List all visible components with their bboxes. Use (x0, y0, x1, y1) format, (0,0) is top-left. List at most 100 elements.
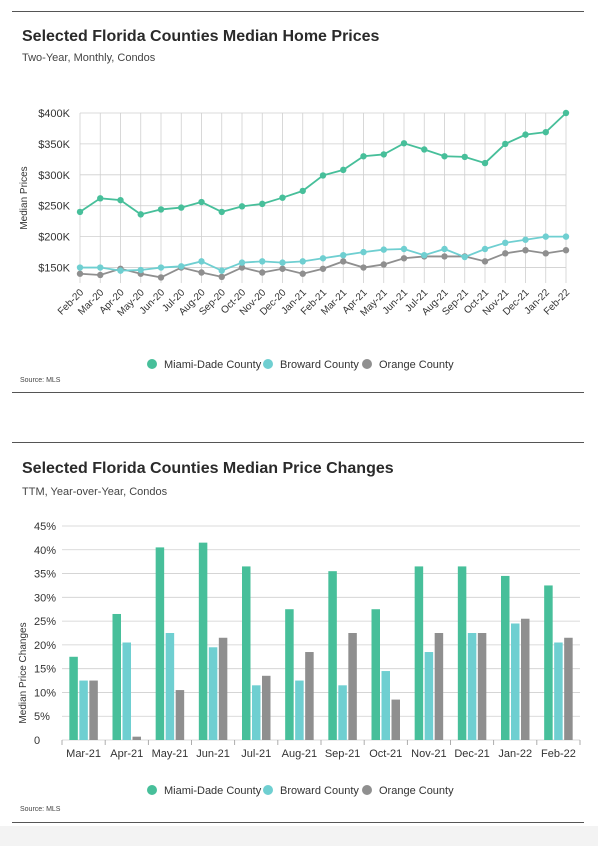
legend-label: Miami-Dade County (164, 359, 262, 371)
legend-marker (147, 785, 157, 795)
y-tick-label: $350K (38, 139, 70, 151)
data-point (380, 246, 387, 253)
data-point (502, 140, 509, 148)
chart2-bottom-rule (12, 822, 584, 823)
data-point (380, 151, 387, 158)
y-tick-label: 40% (34, 545, 56, 557)
data-point (400, 140, 408, 147)
bar (381, 671, 390, 740)
data-point (279, 194, 286, 201)
legend-label: Miami-Dade County (164, 785, 262, 797)
bar (467, 633, 477, 740)
data-point (380, 261, 387, 268)
data-point (259, 258, 266, 265)
data-point (137, 211, 144, 218)
data-point (461, 253, 468, 261)
bar (218, 637, 228, 740)
data-point (76, 208, 84, 216)
data-point (542, 128, 549, 136)
x-tick-label: Sep-21 (325, 748, 360, 760)
data-point (319, 265, 327, 272)
legend-label: Broward County (280, 359, 359, 371)
data-point (178, 263, 185, 270)
data-point (522, 131, 529, 138)
legend-label: Orange County (379, 359, 454, 371)
bar (175, 690, 185, 740)
bar (132, 736, 141, 740)
data-point (198, 198, 205, 206)
bar (391, 699, 400, 740)
bar (242, 566, 251, 740)
y-tick-label: 15% (34, 664, 56, 676)
chart1-subtitle: Two-Year, Monthly, Condos (22, 52, 156, 64)
data-point (481, 258, 489, 265)
data-point (97, 264, 104, 271)
bar (165, 633, 175, 740)
bar (285, 609, 294, 740)
data-point (441, 245, 448, 253)
home-prices-panel: Selected Florida Counties Median Home Pr… (12, 0, 584, 400)
data-point (137, 266, 144, 274)
data-point (157, 206, 165, 213)
y-tick-label: 35% (34, 569, 56, 581)
data-point (319, 172, 327, 179)
bar (348, 633, 357, 740)
bar (457, 566, 467, 740)
y-axis-label: Median Price Changes (18, 622, 29, 723)
data-point (421, 146, 428, 153)
x-tick-label: Mar-21 (66, 748, 101, 760)
data-point (218, 208, 225, 216)
data-point (441, 253, 448, 260)
data-point (238, 259, 246, 266)
y-tick-label: 10% (34, 687, 56, 699)
data-point (198, 269, 205, 276)
bar (424, 652, 434, 740)
data-point (562, 109, 570, 117)
data-point (97, 271, 104, 279)
y-axis-label: Median Prices (19, 166, 30, 229)
x-tick-label: May-21 (152, 748, 189, 760)
data-point (360, 264, 367, 271)
home-prices-line-chart: $150K $200K $250K $300K $350K $400K Median Pri… (19, 108, 572, 371)
data-point (340, 166, 347, 174)
page-footer-bar (0, 826, 598, 846)
y-tick-label: $250K (38, 201, 70, 213)
x-tick-label: Jan-22 (498, 748, 532, 760)
legend-marker (362, 785, 372, 795)
x-tick-label: Apr-21 (110, 748, 143, 760)
bar (477, 633, 487, 740)
data-point (259, 269, 266, 276)
bar (544, 585, 553, 740)
legend-label: Orange County (379, 785, 454, 797)
y-tick-label: 20% (34, 640, 56, 652)
data-point (117, 267, 124, 274)
data-point (502, 250, 509, 257)
data-point (441, 153, 448, 160)
data-point (76, 264, 84, 271)
data-point (340, 251, 347, 259)
bar (564, 637, 573, 740)
bar (371, 609, 380, 740)
bar (414, 566, 424, 740)
bar (511, 623, 520, 740)
price-changes-bar-chart: 0 5% 10% 15% 20% 25% 30% 35% 40% 45% Median Price … (18, 521, 581, 797)
data-point (481, 159, 489, 167)
data-point (481, 245, 489, 253)
data-point (279, 265, 286, 272)
data-point (178, 204, 185, 211)
data-point (218, 273, 225, 281)
data-point (562, 247, 570, 254)
bar (69, 656, 78, 740)
data-point (299, 258, 306, 265)
legend-marker (263, 785, 273, 795)
y-tick-label: 30% (34, 592, 56, 604)
data-point (340, 258, 347, 265)
data-point (299, 187, 306, 195)
y-tick-label: $200K (38, 232, 70, 244)
bar (262, 675, 271, 740)
x-tick-label: Aug-21 (282, 748, 317, 760)
data-point (400, 245, 408, 253)
bar (501, 575, 510, 740)
chart1-bottom-rule (12, 392, 584, 393)
data-point (157, 274, 165, 281)
